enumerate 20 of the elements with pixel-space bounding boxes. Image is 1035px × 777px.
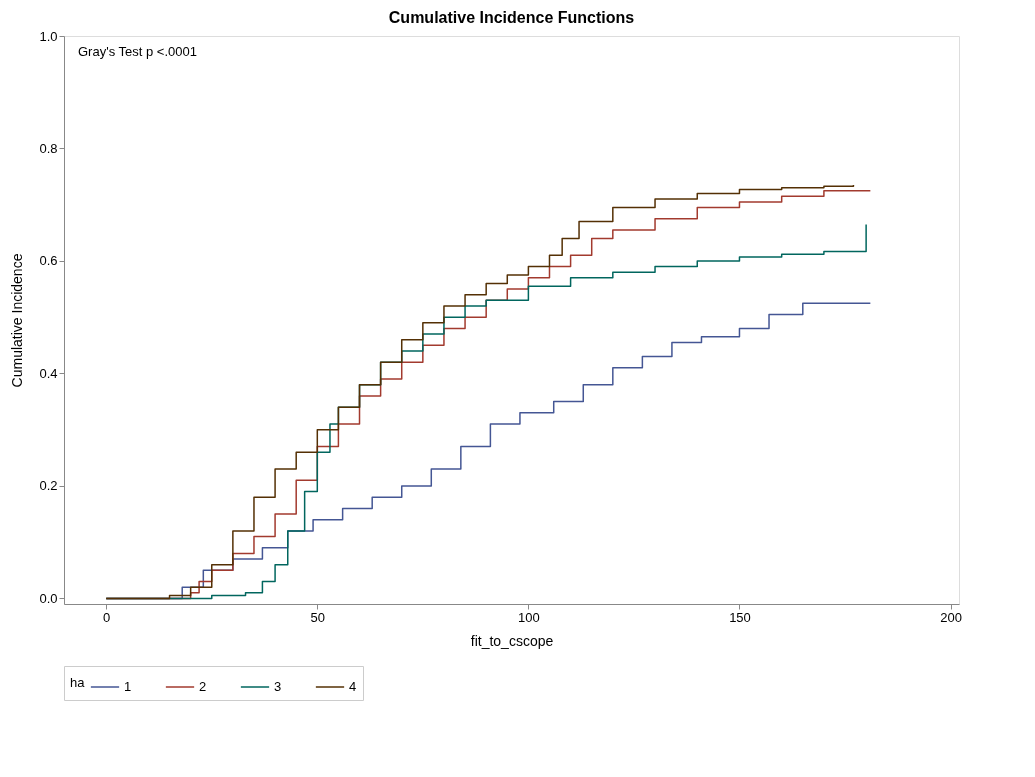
legend-label: 3 bbox=[274, 679, 282, 694]
legend-label: 2 bbox=[199, 679, 207, 694]
x-tick-label: 50 bbox=[310, 609, 326, 625]
annotation: Gray's Test p <.0001 bbox=[78, 44, 197, 59]
legend-label: 1 bbox=[124, 679, 132, 694]
legend-title: ha bbox=[70, 675, 86, 690]
x-tick-label: 100 bbox=[518, 609, 540, 625]
y-tick-label: 0.4 bbox=[39, 365, 58, 381]
x-tick-label: 200 bbox=[940, 609, 962, 625]
legend-label: 4 bbox=[349, 679, 357, 694]
y-tick-label: 0.6 bbox=[39, 253, 58, 269]
y-tick-label: 1.0 bbox=[39, 28, 58, 44]
y-tick-label: 0.8 bbox=[39, 140, 58, 156]
x-tick-label: 150 bbox=[729, 609, 751, 625]
y-tick-label: 0.2 bbox=[39, 478, 58, 494]
y-axis-title: Cumulative Incidence bbox=[9, 253, 26, 388]
chart-title: Cumulative Incidence Functions bbox=[388, 9, 635, 26]
y-tick-label: 0.0 bbox=[39, 590, 58, 606]
x-axis-title: fit_to_cscope bbox=[470, 632, 554, 649]
x-tick-label: 0 bbox=[103, 609, 111, 625]
